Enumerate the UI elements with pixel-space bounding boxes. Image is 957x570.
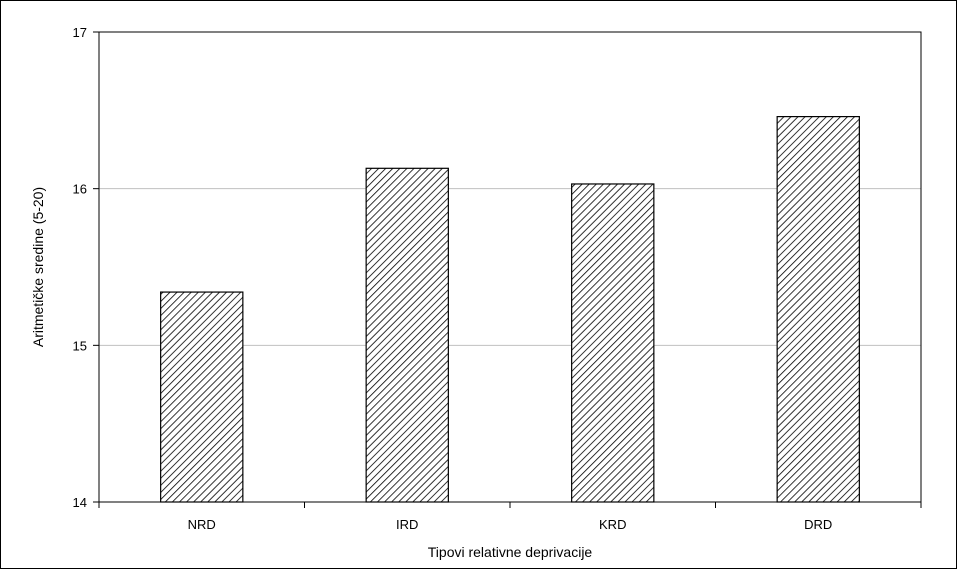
x-axis-title: Tipovi relativne deprivacije xyxy=(428,544,593,560)
x-tick-labels: NRD IRD KRD DRD xyxy=(188,517,833,532)
x-tick-label: IRD xyxy=(396,517,418,532)
bar-nrd xyxy=(160,291,244,503)
y-tick-label: 17 xyxy=(73,25,87,40)
x-tick-label: KRD xyxy=(599,517,626,532)
bars xyxy=(160,115,860,503)
axes xyxy=(93,31,922,508)
bar-drd xyxy=(776,115,860,503)
y-tick-labels: 14 15 16 17 xyxy=(73,25,87,510)
x-tick-label: DRD xyxy=(804,517,832,532)
y-axis-title: Aritmetičke sredine (5-20) xyxy=(30,187,46,347)
bar-krd xyxy=(571,183,655,503)
x-tick-label: NRD xyxy=(188,517,216,532)
y-tick-label: 15 xyxy=(73,338,87,353)
y-tick-label: 14 xyxy=(73,495,87,510)
y-tick-label: 16 xyxy=(73,182,87,197)
bar-ird xyxy=(365,167,449,503)
